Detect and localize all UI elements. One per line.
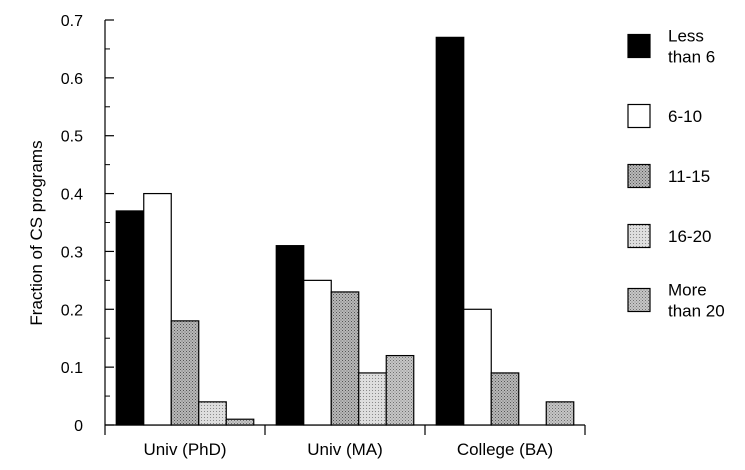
bar-11-15-3 [490,372,520,426]
y-axis-title: Fraction of CS programs [27,140,46,325]
legend-swatch [627,287,651,313]
bar-6-10-2 [303,279,332,426]
legend-swatch [627,163,651,189]
bar-more-than-20-3 [545,401,575,426]
x-category-label: College (BA) [457,440,553,459]
y-axis: 0 0.1 0.2 0.3 0.4 0.5 0.6 0.7 [61,13,114,435]
legend-label: 16-20 [668,227,711,246]
legend-label: Less than 6 [668,27,715,67]
legend-swatch [627,223,651,249]
bar-less-than-6-3 [435,36,465,426]
bar-less-than-6-2 [275,245,305,426]
x-axis: Univ (PhD) Univ (MA) College (BA) [104,424,586,459]
bar-less-than-6-1 [115,210,145,426]
bar-11-15-1 [170,320,200,426]
y-tick-label: 0.7 [61,13,83,30]
x-category-label: Univ (MA) [307,440,383,459]
x-category-label: Univ (PhD) [143,440,226,459]
legend-label: 6-10 [668,107,702,126]
legend-label: More than 20 [668,281,725,321]
y-tick-label: 0.2 [61,302,83,319]
legend-swatch [627,103,651,129]
bar-16-20-2 [358,372,387,426]
bar-16-20-1 [198,401,227,426]
bar-6-10-3 [463,308,492,426]
y-tick-label: 0.5 [61,129,83,146]
legend-label: 11-15 [668,167,710,186]
y-tick-label: 0.4 [61,187,83,204]
y-tick-label: 0.3 [61,244,83,261]
legend-swatch [627,33,651,59]
y-tick-label: 0 [74,418,83,435]
bar-series-group [115,36,575,426]
legend: Less than 6 6-10 11-15 16-20 More than 20 [627,27,725,321]
y-tick-label: 0.1 [61,360,83,377]
bar-6-10-1 [143,192,172,426]
bar-11-15-2 [330,291,360,426]
bar-more-than-20-1 [225,418,255,426]
y-tick-label: 0.6 [61,71,83,88]
bar-more-than-20-2 [385,354,415,426]
